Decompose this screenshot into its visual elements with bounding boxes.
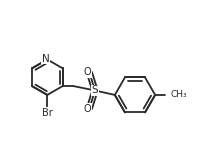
Text: Br: Br (42, 108, 53, 118)
Text: CH₃: CH₃ (170, 90, 187, 99)
Text: O: O (83, 67, 91, 77)
Text: O: O (83, 104, 91, 114)
Text: S: S (92, 85, 98, 96)
Text: N: N (42, 54, 49, 64)
